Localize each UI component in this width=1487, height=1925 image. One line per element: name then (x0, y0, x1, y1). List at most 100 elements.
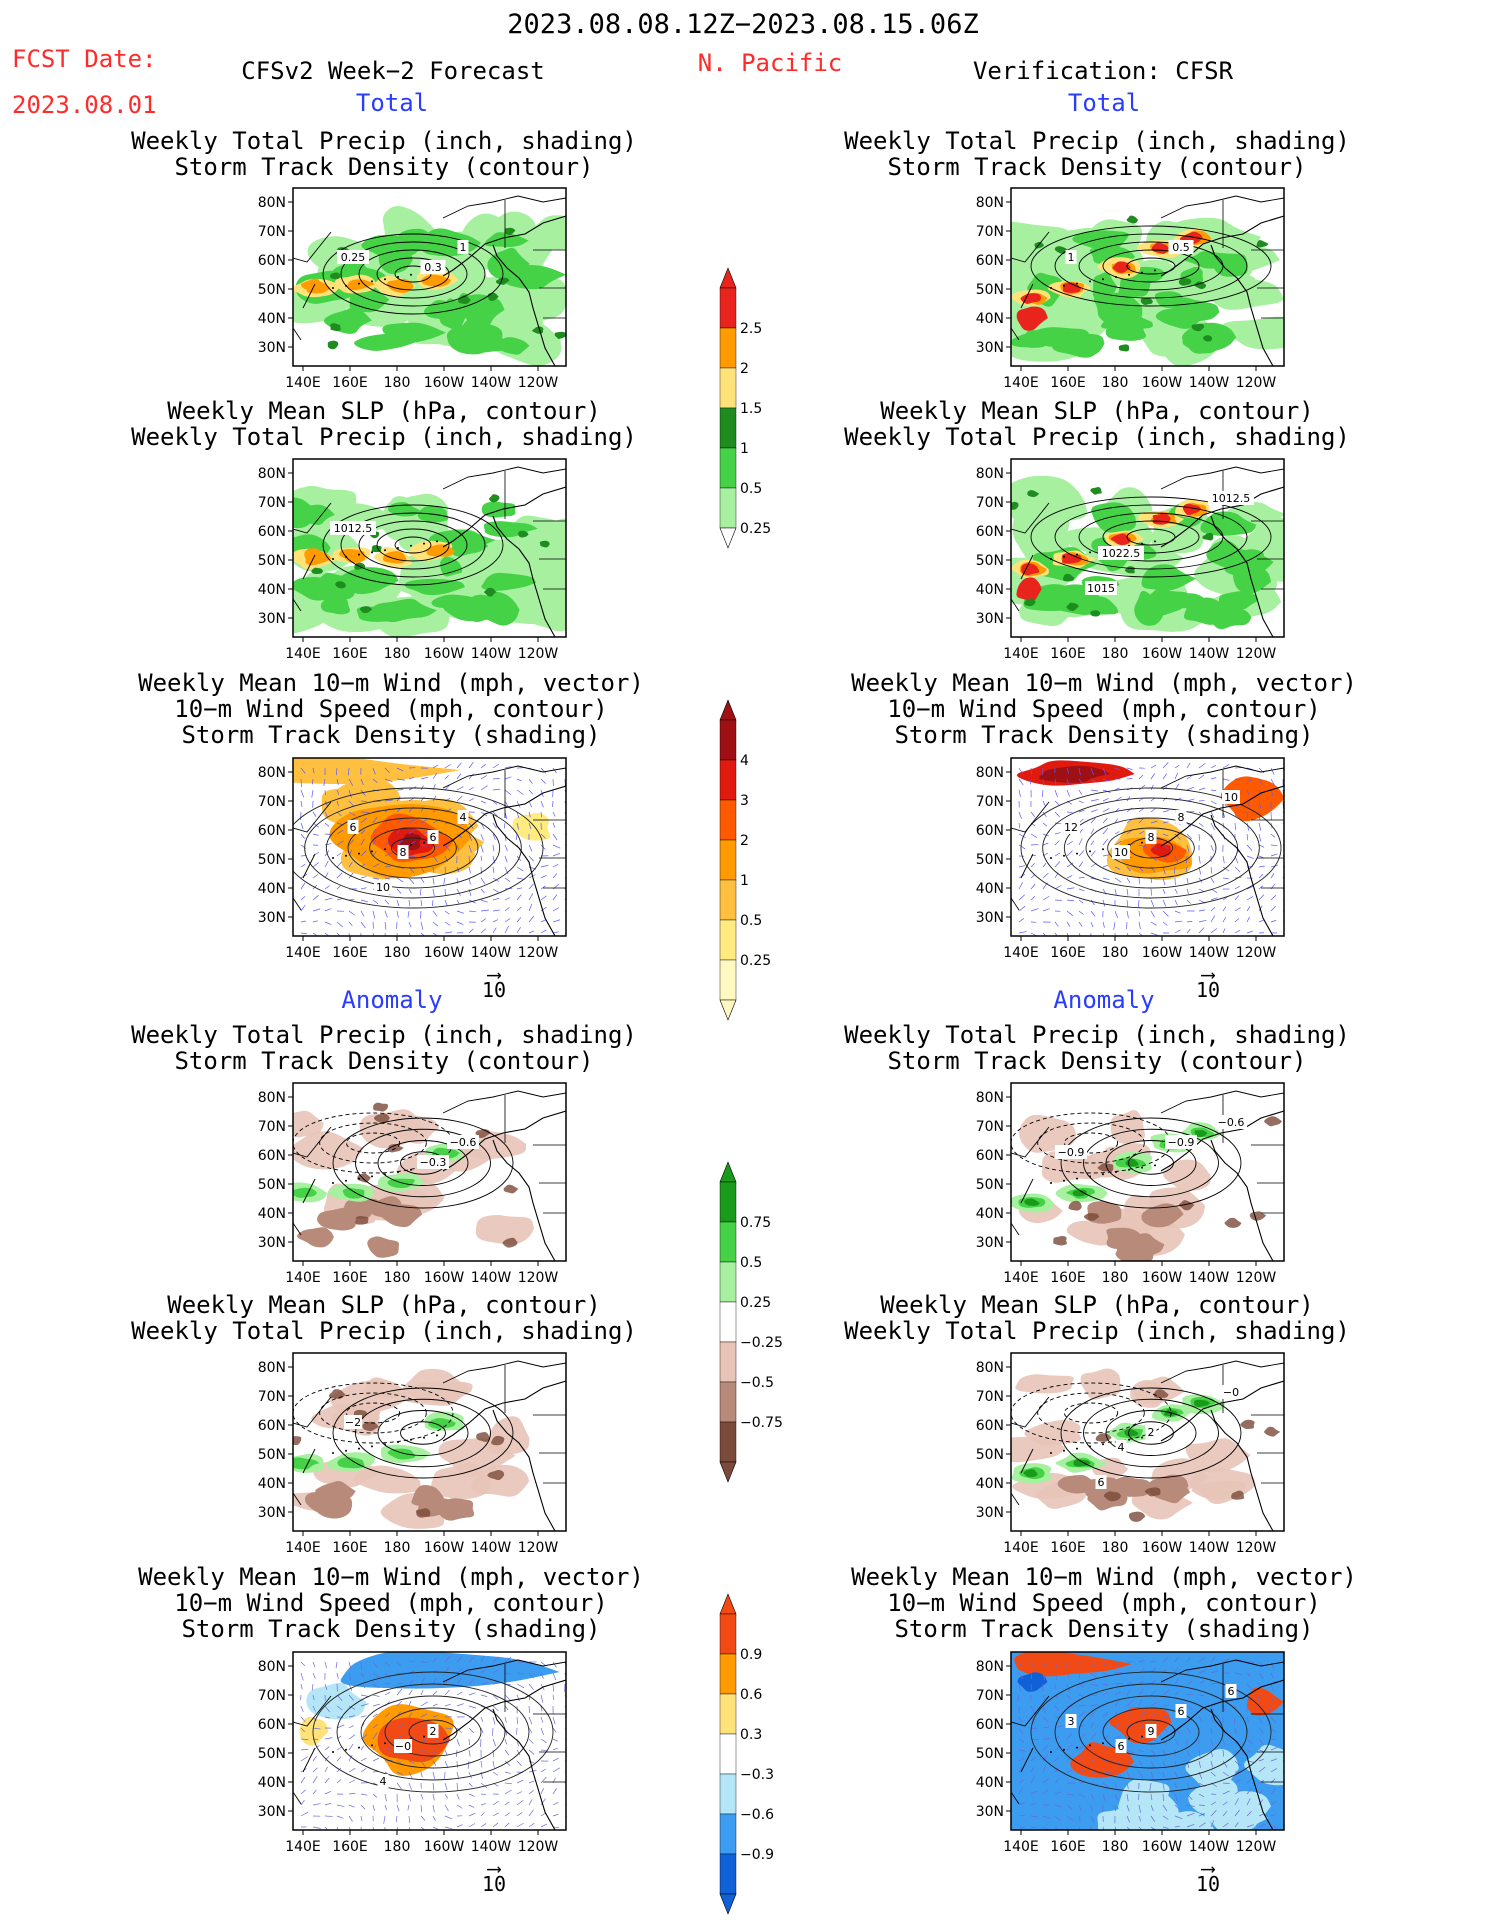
colorbar-swatch (719, 959, 737, 1001)
lon-tick-label: 160E (1050, 375, 1086, 391)
lat-tick-label: 50N (258, 553, 286, 569)
contour-label: 4 (1118, 1441, 1125, 1454)
contour-label: 10 (1224, 791, 1238, 804)
lon-tick-label: 140E (1003, 646, 1039, 662)
lat-tick-label: 70N (976, 495, 1004, 511)
lon-tick-label: 120W (1236, 1540, 1277, 1556)
title-L6: Weekly Mean 10−m Wind (mph, vector) 10−m … (138, 1563, 644, 1643)
colorbar-swatch (719, 879, 737, 921)
contour-label: 4 (380, 1775, 387, 1788)
lon-tick-label: 180 (1102, 646, 1129, 662)
lon-tick-label: 140W (471, 375, 512, 391)
contour-label: −0.3 (420, 1156, 447, 1169)
lat-tick-label: 60N (976, 1717, 1004, 1733)
lon-tick-label: 160W (424, 945, 465, 961)
colorbar-label: 0.75 (740, 1215, 771, 1231)
lat-tick-label: 60N (976, 1418, 1004, 1434)
lat-tick-label: 80N (976, 1360, 1004, 1376)
title-R5: Weekly Mean SLP (hPa, contour) Weekly Tot… (844, 1291, 1350, 1345)
lon-tick-label: 180 (384, 375, 411, 391)
lat-tick-label: 60N (258, 1148, 286, 1164)
contour-label: 8 (1178, 811, 1185, 824)
lat-tick-label: 50N (976, 282, 1004, 298)
lon-tick-label: 120W (1236, 1839, 1277, 1855)
colorbar-swatch (719, 839, 737, 881)
contour-label: 12 (1064, 821, 1078, 834)
lon-tick-label: 120W (518, 646, 559, 662)
lon-tick-label: 160W (1142, 1540, 1183, 1556)
colorbar-swatch (719, 447, 737, 489)
lat-tick-label: 30N (258, 1804, 286, 1820)
lat-tick-label: 40N (258, 311, 286, 327)
lat-tick-label: 70N (258, 495, 286, 511)
lon-tick-label: 120W (518, 375, 559, 391)
lat-tick-label: 60N (976, 253, 1004, 269)
lat-tick-label: 80N (976, 1090, 1004, 1106)
map-panel-forecast-total-wind-storm: 10 8 6 4 6 80N 70N 60N 50N 40N 30N 140E 160E 180 160W 1… (255, 757, 576, 966)
colorbar-swatch (719, 1341, 737, 1383)
colorbar-swatch (719, 1381, 737, 1423)
lon-tick-label: 140E (285, 1270, 321, 1286)
colorbar-label: 0.25 (740, 1295, 771, 1311)
lon-tick-label: 120W (518, 1540, 559, 1556)
lat-tick-label: 60N (976, 524, 1004, 540)
colorbar-swatch (719, 1813, 737, 1855)
map-panel-verification-anomaly-wind-storm: 6 9 6 3 6 80N 70N 60N 50N 40N 30N 140E 160E 180 160W 14… (973, 1651, 1294, 1860)
map-panel-forecast-anomaly-slp-precip: −2 80N 70N 60N 50N 40N 30N 140E 160E 180 160W 140W 1… (255, 1352, 576, 1561)
section-anomaly-right: Anomaly (1053, 986, 1155, 1014)
colorbar-label: 0.25 (740, 953, 771, 969)
lon-tick-label: 180 (384, 1540, 411, 1556)
lat-tick-label: 30N (976, 611, 1004, 627)
map-panel-verification-total-wind-storm: 10 8 8 12 10 80N 70N 60N 50N 40N 30N 140E 160E 180 160… (973, 757, 1294, 966)
vector-key-R3: ⟶ 10 (1196, 962, 1221, 1002)
title-R2: Weekly Mean SLP (hPa, contour) Weekly Tot… (844, 397, 1350, 451)
contour-label: −2 (345, 1416, 361, 1429)
colorbar-label: 1 (740, 873, 749, 889)
forecast-period: 2023.08.08.12Z−2023.08.15.06Z (507, 9, 979, 40)
lon-tick-label: 120W (518, 1270, 559, 1286)
lon-tick-label: 160E (332, 646, 368, 662)
colorbar-label: 2 (740, 833, 749, 849)
section-total-right: Total (1067, 89, 1141, 117)
lon-tick-label: 120W (1236, 945, 1277, 961)
map-panel-verification-anomaly-slp-precip: −0 6 4 2 80N 70N 60N 50N 40N 30N 140E 160E 180 160W 14… (973, 1352, 1294, 1561)
lat-tick-label: 30N (258, 1235, 286, 1251)
colorbar-label: 1.5 (740, 401, 762, 417)
lon-tick-label: 140E (1003, 945, 1039, 961)
lon-tick-label: 120W (518, 945, 559, 961)
contour-label: 6 (1228, 1685, 1235, 1698)
colorbar-swatch (719, 919, 737, 961)
lon-tick-label: 160E (332, 1540, 368, 1556)
lon-tick-label: 160W (1142, 1839, 1183, 1855)
lon-tick-label: 160E (1050, 945, 1086, 961)
lat-tick-label: 70N (976, 224, 1004, 240)
lon-tick-label: 120W (1236, 1270, 1277, 1286)
lon-tick-label: 180 (384, 646, 411, 662)
lon-tick-label: 160E (332, 1839, 368, 1855)
colorbar-label: −0.6 (740, 1807, 774, 1823)
lon-tick-label: 140E (1003, 1540, 1039, 1556)
lon-tick-label: 140E (1003, 375, 1039, 391)
lat-tick-label: 30N (258, 910, 286, 926)
contour-label: 1 (460, 241, 467, 254)
colorbar-swatch (719, 1853, 737, 1895)
lat-tick-label: 30N (258, 1505, 286, 1521)
lat-tick-label: 60N (258, 1717, 286, 1733)
colorbar-precip-anomaly: 0.75 0.5 0.25 −0.25 −0.5 −0.75 (719, 1161, 790, 1483)
vector-key-L3: ⟶ 10 (482, 962, 507, 1002)
colorbar-swatch (719, 1733, 737, 1775)
lon-tick-label: 160W (424, 646, 465, 662)
lon-tick-label: 140W (471, 945, 512, 961)
arrow-right-icon: ⟶ (1202, 1856, 1215, 1880)
arrow-right-icon: ⟶ (488, 1856, 501, 1880)
lat-tick-label: 40N (258, 1206, 286, 1222)
colorbar-swatch (719, 1301, 737, 1343)
title-L4: Weekly Total Precip (inch, shading) Storm… (131, 1021, 637, 1075)
title-R6: Weekly Mean 10−m Wind (mph, vector) 10−m … (851, 1563, 1357, 1643)
lat-tick-label: 60N (258, 823, 286, 839)
colorbar-label: 4 (740, 753, 749, 769)
lon-tick-label: 140W (1189, 1540, 1230, 1556)
colorbar-label: 0.5 (740, 913, 762, 929)
lat-tick-label: 70N (258, 1119, 286, 1135)
colorbar-label: −0.75 (740, 1415, 783, 1431)
